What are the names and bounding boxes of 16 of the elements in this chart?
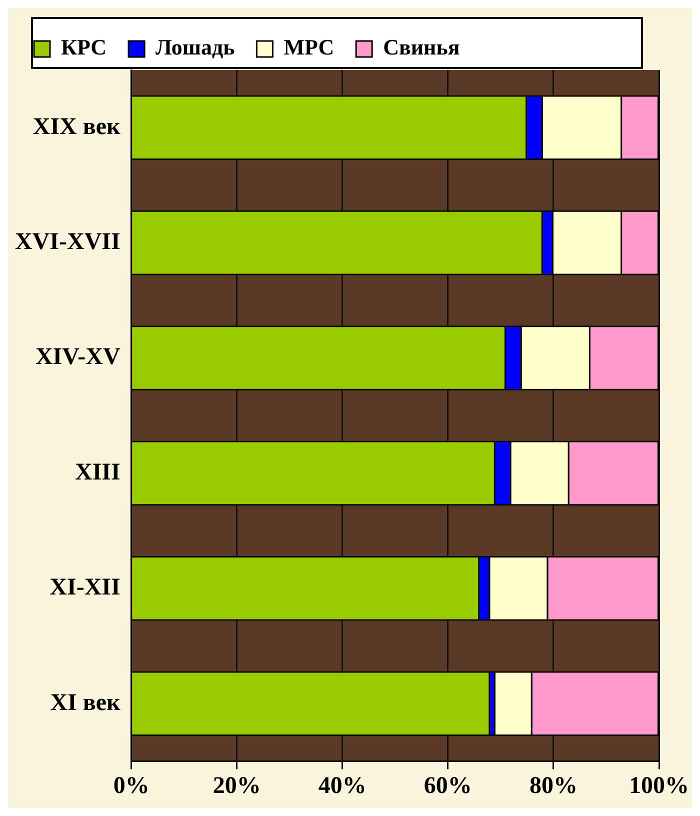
x-tick-label: 80% (529, 772, 578, 799)
x-tick-label: 20% (212, 772, 261, 799)
legend-label: Лошадь (156, 34, 236, 60)
y-tick-label: XI-XII (50, 574, 120, 601)
legend-label: МРС (284, 34, 334, 60)
legend-label: Свинья (383, 34, 460, 60)
y-tick-label: XIII (74, 459, 120, 486)
legend-label: КРС (61, 34, 107, 60)
x-tick-label: 100% (629, 772, 689, 799)
y-tick-label: XI век (50, 690, 120, 716)
x-tick-label: 40% (318, 772, 366, 799)
y-tick-label: XIX век (32, 114, 121, 140)
y-tick-label: XVI-XVII (14, 229, 120, 256)
y-tick-label: XIV-XV (35, 344, 121, 370)
x-tick-label: 60% (424, 772, 472, 799)
x-tick-label: 0% (113, 772, 150, 799)
